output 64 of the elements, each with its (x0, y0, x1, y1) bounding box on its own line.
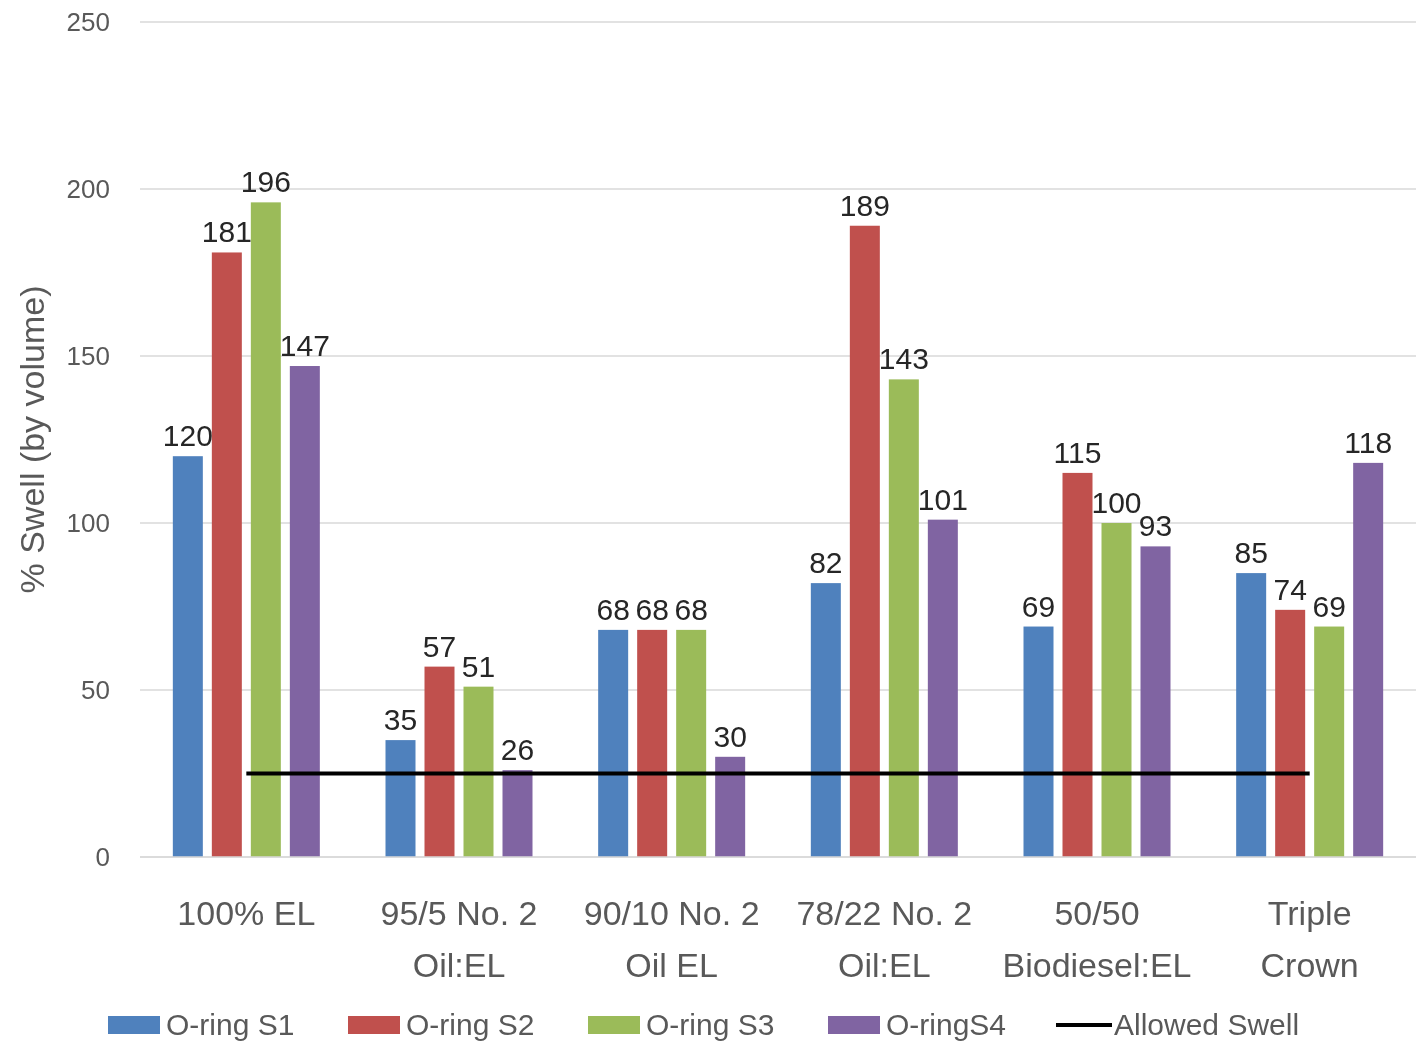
bar (1314, 626, 1345, 857)
data-label: 57 (422, 629, 457, 663)
bar (385, 740, 416, 857)
data-label: 147 (279, 329, 330, 363)
bar (250, 202, 281, 857)
bar (849, 225, 880, 857)
bar (598, 629, 629, 857)
data-label: 189 (839, 188, 890, 222)
x-tick-label: Triple Crown (1260, 894, 1359, 984)
data-label: 118 (1344, 425, 1393, 459)
data-label: 101 (917, 482, 968, 516)
bar (888, 379, 919, 857)
data-label: 68 (596, 592, 630, 626)
data-label: 68 (674, 592, 708, 626)
x-tick-label: 78/22 No. 2 Oil:EL (796, 894, 973, 984)
bar (289, 366, 320, 857)
data-label: 74 (1273, 572, 1307, 606)
data-label: 26 (500, 733, 535, 767)
bar (424, 666, 455, 857)
legend-label: O-ring S3 (646, 1008, 775, 1041)
bar (637, 629, 668, 857)
data-label: 68 (635, 592, 669, 626)
legend-label: O-ring S2 (406, 1008, 535, 1041)
legend-label: O-ringS4 (886, 1008, 1007, 1041)
bar (1023, 626, 1054, 857)
data-label: 35 (383, 703, 418, 737)
x-tick-label: 50/50 Biodiesel:EL (1002, 894, 1192, 984)
data-label: 85 (1234, 536, 1268, 570)
data-label: 51 (461, 649, 496, 683)
data-label: 196 (240, 165, 291, 199)
y-tick-label: 250 (66, 7, 110, 37)
bar (1062, 472, 1093, 857)
bar (463, 686, 494, 857)
bar (676, 629, 707, 857)
bar (810, 583, 841, 857)
bar (172, 456, 203, 857)
bar (1140, 546, 1171, 857)
bar (1236, 573, 1267, 857)
bar (211, 252, 242, 857)
bar (1353, 462, 1384, 857)
x-tick-label: 100% EL (177, 894, 316, 932)
data-label: 69 (1021, 589, 1056, 623)
y-tick-label: 0 (95, 842, 110, 872)
legend-label: O-ring S1 (166, 1008, 295, 1041)
y-axis-title: % Swell (by volume) (13, 285, 51, 594)
data-label: 30 (713, 719, 747, 753)
y-tick-label: 50 (81, 675, 110, 705)
data-label: 82 (809, 546, 843, 580)
legend-label: Allowed Swell (1114, 1008, 1300, 1041)
y-tick-label: 200 (66, 174, 110, 204)
bar (1275, 609, 1306, 857)
bar (927, 519, 958, 857)
x-tick-label: 90/10 No. 2 Oil EL (583, 894, 760, 984)
y-tick-label: 100 (66, 508, 110, 538)
x-tick-label: 95/5 No. 2 Oil:EL (380, 894, 538, 984)
data-label: 181 (201, 215, 252, 249)
data-label: 120 (162, 419, 213, 453)
y-tick-label: 150 (66, 341, 110, 371)
data-label: 115 (1053, 435, 1102, 469)
bar (502, 770, 533, 857)
bar (715, 756, 746, 857)
data-label: 143 (878, 342, 929, 376)
bar (1101, 523, 1132, 857)
data-label: 69 (1312, 589, 1346, 623)
